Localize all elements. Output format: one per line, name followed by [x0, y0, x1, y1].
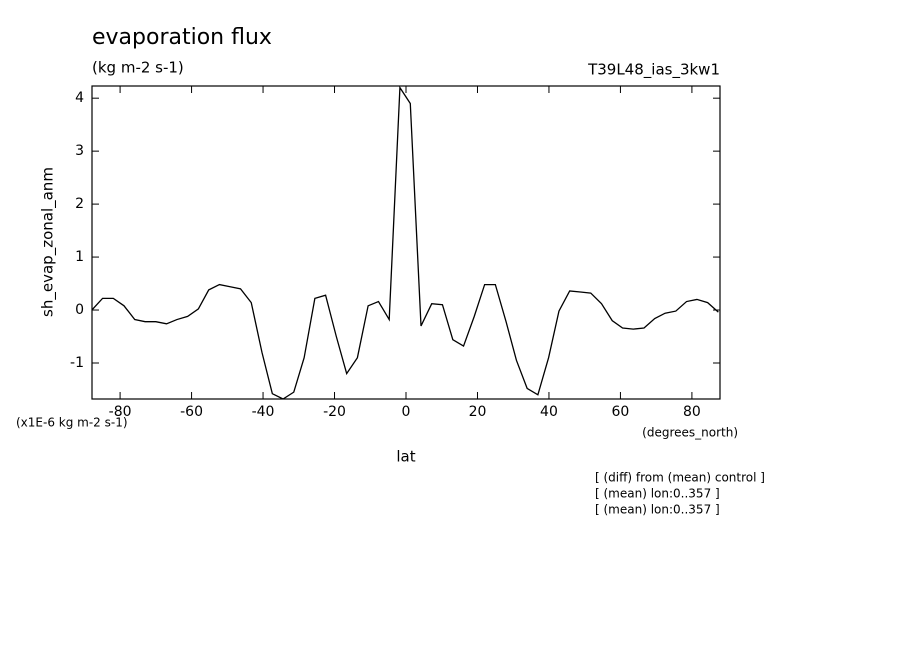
plot-frame	[91, 85, 721, 400]
y-tick-label: 0	[75, 302, 84, 318]
chart-subtitle: (kg m-2 s-1)	[92, 59, 184, 77]
note: [ (diff) from (mean) control ]	[595, 471, 765, 485]
y-tick-label: 4	[75, 90, 84, 106]
y-tick-label: 2	[75, 196, 84, 212]
x-tick-label: -20	[323, 404, 346, 420]
x-axis-label: lat	[396, 448, 415, 466]
y-tick-label: -1	[70, 355, 84, 371]
x-tick-label: 60	[612, 404, 630, 420]
x-tick-label: -40	[252, 404, 275, 420]
y-axis-label: sh_evap_zonal_anm	[39, 167, 58, 317]
note: [ (mean) lon:0..357 ]	[595, 487, 720, 501]
note: [ (mean) lon:0..357 ]	[595, 503, 720, 517]
dataset-label: T39L48_ias_3kw1	[587, 61, 720, 80]
y-tick-label: 1	[75, 249, 84, 265]
y-tick-label: 3	[75, 143, 84, 159]
x-tick-label: 20	[469, 404, 487, 420]
x-units: (degrees_north)	[642, 426, 738, 440]
data-line	[92, 86, 719, 399]
x-tick-label: -80	[109, 404, 132, 420]
x-tick-label: 0	[402, 404, 411, 420]
chart-title: evaporation flux	[92, 25, 272, 50]
x-tick-label: 40	[540, 404, 558, 420]
y-scale-note: (x1E-6 kg m-2 s-1)	[16, 416, 128, 430]
x-tick-label: 80	[683, 404, 701, 420]
x-tick-label: -60	[180, 404, 203, 420]
